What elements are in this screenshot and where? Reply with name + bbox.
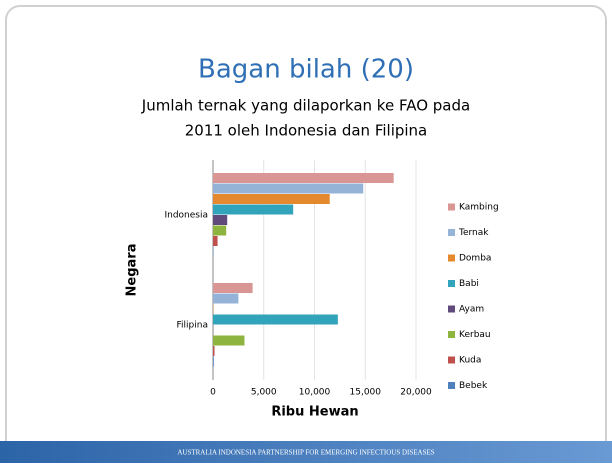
y-axis-label: Negara <box>125 244 140 297</box>
legend-label: Domba <box>459 254 491 264</box>
chart-subtitle: Jumlah ternak yang dilaporkan ke FAO pad… <box>141 97 470 115</box>
bar <box>213 236 218 246</box>
bar <box>213 226 226 236</box>
bar <box>213 215 227 225</box>
bar <box>213 294 238 304</box>
bar <box>213 357 214 367</box>
legend-swatch <box>448 255 455 262</box>
legend-label: Kambing <box>459 203 499 213</box>
footer-text: AUSTRALIA INDONESIA PARTNERSHIP FOR EMER… <box>177 449 434 457</box>
x-tick-label: 20,000 <box>400 388 432 398</box>
legend-label: Kuda <box>459 356 481 366</box>
legend-label: Kerbau <box>459 330 491 340</box>
x-tick-label: 10,000 <box>299 388 331 398</box>
bar <box>213 315 338 325</box>
bar <box>213 283 253 293</box>
bar <box>213 346 215 356</box>
x-axis-label: Ribu Hewan <box>271 405 358 420</box>
legend-label: Babi <box>459 279 479 289</box>
legend-swatch <box>448 331 455 338</box>
legend-swatch <box>448 357 455 364</box>
legend-label: Ayam <box>459 305 484 315</box>
y-tick-label: Filipina <box>177 321 208 331</box>
bar <box>213 336 244 346</box>
legend-swatch <box>448 306 455 313</box>
legend-swatch <box>448 382 455 389</box>
bar <box>213 194 330 204</box>
chart-subtitle: 2011 oleh Indonesia dan Filipina <box>185 122 428 140</box>
x-tick-label: 0 <box>210 388 216 398</box>
x-tick-label: 15,000 <box>350 388 382 398</box>
slide-title: Bagan bilah (20) <box>198 55 414 85</box>
y-tick-label: Indonesia <box>164 211 208 221</box>
bar <box>213 205 293 215</box>
bar <box>213 184 363 194</box>
legend-swatch <box>448 229 455 236</box>
legend-label: Ternak <box>458 228 489 238</box>
legend-swatch <box>448 204 455 211</box>
legend-label: Bebek <box>459 381 488 391</box>
bar <box>213 173 394 183</box>
legend-swatch <box>448 280 455 287</box>
x-tick-label: 5,000 <box>251 388 277 398</box>
